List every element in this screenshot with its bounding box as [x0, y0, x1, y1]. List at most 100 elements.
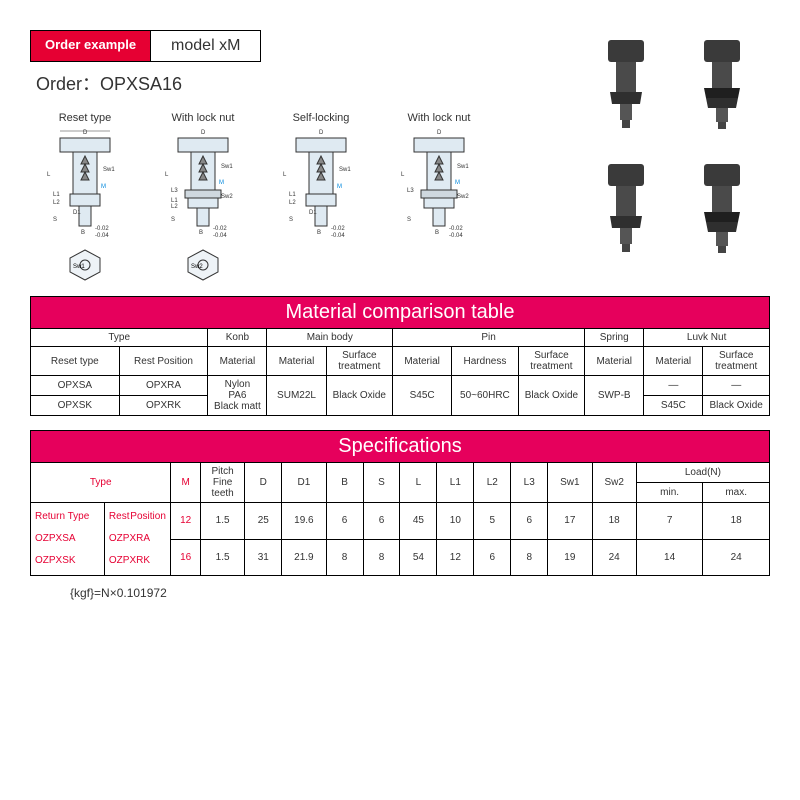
cell: 6 [363, 503, 400, 540]
svg-text:D: D [437, 130, 442, 136]
svg-text:D1: D1 [309, 210, 317, 216]
diagram-svg: D L Sw1 M L3 L1 L2 S Sw2 B -0.02 -0.04 [153, 126, 253, 246]
diagram-title: Self-locking [293, 112, 350, 124]
cell: 8 [511, 539, 548, 576]
svg-text:-0.02: -0.02 [331, 226, 345, 232]
svg-text:Sw2: Sw2 [191, 264, 203, 270]
col-spring: Spring [585, 329, 644, 347]
svg-text:S: S [289, 217, 293, 223]
cell: 8 [363, 539, 400, 576]
cell: Black Oxide [703, 396, 770, 416]
label: Return Type [35, 511, 89, 522]
svg-text:D: D [319, 130, 324, 136]
table-row: Return Type OZPXSA OZPXSK Rest Position … [31, 503, 770, 540]
cell: 6 [511, 503, 548, 540]
col-load: Load(N) [636, 463, 769, 483]
cell: OPXRK [119, 396, 208, 416]
cell: 1.5 [200, 539, 244, 576]
col-l1: L1 [437, 463, 474, 503]
footnote: {kgf}=N×0.101972 [70, 586, 770, 600]
cell: 7 [636, 503, 703, 540]
col-b: B [326, 463, 363, 503]
svg-text:M: M [337, 184, 342, 190]
cell: OPXSA [31, 376, 120, 396]
cell: SUM22L [267, 376, 326, 416]
col-sw2: Sw2 [592, 463, 636, 503]
col-pitch: Pitch Fine teeth [200, 463, 244, 503]
col-mainbody: Main body [267, 329, 393, 347]
col-d1: D1 [282, 463, 326, 503]
hex-icon: Sw1 [65, 248, 105, 282]
cell: OPXRA [119, 376, 208, 396]
svg-text:-0.02: -0.02 [95, 226, 109, 232]
svg-text:L1: L1 [53, 192, 60, 198]
col-material: Material [393, 347, 452, 376]
plunger-icon [676, 36, 768, 131]
order-and-diagrams: Order example model xM Order：OPXSA16 Res… [30, 30, 550, 282]
order-example-badge: Order example [30, 30, 150, 62]
cell-types-right: Rest Position OZPXRA OZPXRK [104, 503, 171, 576]
svg-text:B: B [199, 230, 203, 236]
material-table: Type Konb Main body Pin Spring Luvk Nut … [30, 328, 770, 416]
col-rest: Rest Position [119, 347, 208, 376]
plunger-icon [580, 36, 672, 131]
col-material: Material [267, 347, 326, 376]
col-surface: Surface treatment [326, 347, 393, 376]
svg-text:Sw1: Sw1 [457, 164, 469, 170]
cell: 5 [474, 503, 511, 540]
cell: 10 [437, 503, 474, 540]
cell: Black Oxide [518, 376, 585, 416]
cell: — [703, 376, 770, 396]
diagram-self-locking: Self-locking D L Sw1 M L1 [266, 112, 376, 282]
spec-table: Type M Pitch Fine teeth D D1 B S L L1 L2… [30, 462, 770, 576]
col-material: Material [208, 347, 267, 376]
col-surface: Surface treatment [703, 347, 770, 376]
diagram-svg: D L Sw1 M L1 L2 D1 S B -0.02 -0.04 [271, 126, 371, 246]
col-l2: L2 [474, 463, 511, 503]
svg-text:D: D [201, 130, 206, 136]
svg-text:B: B [81, 230, 85, 236]
spec-table-title: Specifications [30, 430, 770, 462]
svg-text:L3: L3 [171, 188, 178, 194]
order-line: Order：OPXSA16 [36, 70, 550, 96]
col-type: Type [31, 329, 208, 347]
cell: 54 [400, 539, 437, 576]
svg-text:-0.04: -0.04 [95, 233, 109, 239]
col-d: D [245, 463, 282, 503]
svg-text:M: M [455, 180, 460, 186]
svg-text:-0.02: -0.02 [213, 226, 227, 232]
cell: 18 [592, 503, 636, 540]
top-section: Order example model xM Order：OPXSA16 Res… [30, 30, 770, 282]
svg-text:L2: L2 [171, 204, 178, 210]
svg-text:M: M [101, 184, 106, 190]
cell: 6 [326, 503, 363, 540]
table-row: Type M Pitch Fine teeth D D1 B S L L1 L2… [31, 463, 770, 483]
cell: S45C [393, 376, 452, 416]
svg-text:M: M [219, 180, 224, 186]
svg-text:L2: L2 [53, 200, 60, 206]
plunger-icon [580, 160, 672, 255]
cell: 21.9 [282, 539, 326, 576]
cell: 12 [171, 503, 201, 540]
cell: 24 [592, 539, 636, 576]
cell: 24 [703, 539, 770, 576]
diagram-title: Reset type [59, 112, 112, 124]
table-row: Reset type Rest Position Material Materi… [31, 347, 770, 376]
label: OZPXSA [35, 533, 76, 544]
diagram-svg: D L Sw1 M L1 L2 D1 S B -0.02 -0.04 [35, 126, 135, 246]
label: OZPXSK [35, 555, 76, 566]
table-row: Type Konb Main body Pin Spring Luvk Nut [31, 329, 770, 347]
col-s: S [363, 463, 400, 503]
cell: Nylon PA6 Black matt [208, 376, 267, 416]
cell: 50~60HRC [452, 376, 519, 416]
label: Rest Position [109, 511, 166, 522]
cell: 14 [636, 539, 703, 576]
plunger-icon [676, 160, 768, 255]
hex-icon: Sw2 [183, 248, 223, 282]
col-konb: Konb [208, 329, 267, 347]
cell: — [644, 376, 703, 396]
cell: 18 [703, 503, 770, 540]
cell: 8 [326, 539, 363, 576]
material-table-section: Material comparison table Type Konb Main… [30, 296, 770, 416]
cell: OPXSK [31, 396, 120, 416]
